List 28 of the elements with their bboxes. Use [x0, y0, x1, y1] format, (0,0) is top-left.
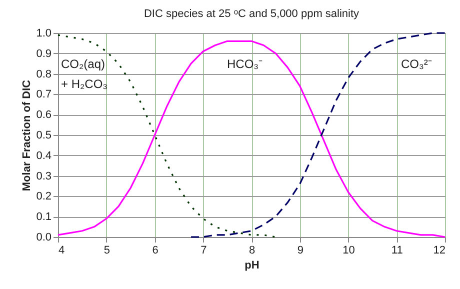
- x-tick-label: 9: [297, 244, 304, 256]
- x-tick-label: 6: [152, 244, 158, 256]
- annotation: CO₃²⁻: [401, 57, 432, 71]
- annotation: CO₂(aq): [61, 57, 105, 71]
- y-tick-label: 1.0: [36, 28, 52, 40]
- y-tick-label: 0.3: [36, 170, 52, 182]
- x-tick-label: 10: [342, 244, 355, 256]
- x-tick-label: 5: [104, 244, 110, 256]
- y-tick-label: 0.6: [36, 109, 52, 122]
- y-axis-title: Molar Fraction of DIC: [21, 80, 34, 192]
- line-series: [190, 32, 446, 238]
- y-tick-label: 0.4: [36, 150, 52, 162]
- y-tick-label: 0.0: [36, 232, 52, 244]
- y-tick-label: 0.9: [36, 48, 52, 60]
- x-tick-label: 12: [433, 244, 446, 256]
- x-tick-label: 7: [200, 244, 207, 256]
- x-tick-label: 8: [248, 244, 256, 256]
- y-tick-label: 0.7: [36, 88, 52, 101]
- annotation: HCO₃⁻: [227, 57, 263, 71]
- y-tick-label: 0.8: [36, 68, 52, 80]
- annotation: + H₂CO₃: [61, 77, 108, 91]
- x-axis-title: pH: [244, 260, 260, 272]
- x-tick-label: 4: [58, 244, 65, 256]
- y-tick-label: 0.2: [36, 190, 52, 203]
- y-tick-label: 0.1: [36, 211, 52, 224]
- y-tick-label: 0.5: [36, 130, 52, 142]
- x-tick-label: 11: [391, 244, 403, 256]
- chart-title: DIC species at 25 ᵒC and 5,000 ppm salinity: [144, 8, 360, 20]
